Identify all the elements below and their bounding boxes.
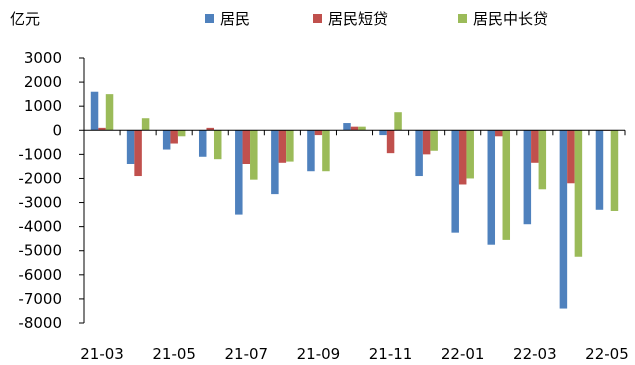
bar-1-22-02 <box>495 130 503 137</box>
y-tick-label: 3000 <box>24 49 62 67</box>
bar-1-21-06 <box>206 127 214 131</box>
bar-0-21-12 <box>415 130 423 177</box>
bar-1-21-05 <box>170 130 178 144</box>
bar-2-22-01 <box>466 130 474 179</box>
bar-1-22-01 <box>458 130 467 185</box>
bar-0-21-06 <box>198 130 207 157</box>
bar-1-21-08 <box>278 130 287 163</box>
y-tick-label: 0 <box>52 121 62 139</box>
bar-1-22-04 <box>567 130 575 184</box>
y-tick-label: 1000 <box>24 97 62 115</box>
legend-label-resident: 居民 <box>220 10 251 28</box>
legend-item-resident: 居民 <box>205 8 250 29</box>
y-tick-label: -1000 <box>18 145 62 163</box>
bar-0-21-10 <box>343 123 351 131</box>
x-tick-label: 21-05 <box>152 345 196 363</box>
bar-1-21-10 <box>350 126 359 131</box>
bar-1-21-09 <box>314 130 323 136</box>
y-tick-label: -7000 <box>18 290 62 308</box>
y-tick-label: -2000 <box>18 169 62 187</box>
y-tick-label: -3000 <box>18 194 62 212</box>
x-tick-label: 21-07 <box>225 345 269 363</box>
legend-item-mid-long-term: 居民中长贷 <box>458 8 548 29</box>
legend-item-short-term: 居民短贷 <box>313 8 388 29</box>
y-unit-label: 亿元 <box>10 10 41 28</box>
x-tick-label: 21-03 <box>80 345 124 363</box>
bar-0-21-04 <box>126 130 135 164</box>
bar-0-22-02 <box>487 130 496 245</box>
bar-0-21-11 <box>379 130 387 136</box>
legend-label-mid-long-term: 居民中长贷 <box>473 10 549 28</box>
y-tick-label: -8000 <box>18 314 62 332</box>
bar-0-21-07 <box>235 130 243 215</box>
y-tick-label: -6000 <box>18 266 62 284</box>
bar-1-21-07 <box>242 130 251 164</box>
legend-swatch-resident <box>205 14 214 23</box>
bar-2-21-08 <box>286 130 294 162</box>
bar-2-22-05 <box>610 130 619 211</box>
bar-1-21-03 <box>98 127 106 131</box>
x-tick-label: 22-01 <box>441 345 485 363</box>
bar-2-21-06 <box>213 130 222 160</box>
bar-0-21-09 <box>307 130 315 172</box>
bar-0-22-04 <box>559 130 568 309</box>
bar-2-21-10 <box>358 126 366 131</box>
bar-2-22-04 <box>574 130 583 257</box>
bar-1-21-04 <box>134 130 142 177</box>
bar-2-21-11 <box>394 112 402 131</box>
bar-2-21-09 <box>322 130 330 172</box>
bar-0-21-05 <box>162 130 171 150</box>
legend-label-short-term: 居民短贷 <box>328 10 389 28</box>
bar-2-21-07 <box>250 130 258 180</box>
bar-0-21-03 <box>90 91 99 131</box>
legend-swatch-mid-long-term <box>458 14 467 23</box>
y-tick-label: -5000 <box>18 242 62 260</box>
bar-2-21-05 <box>177 130 186 137</box>
bar-2-22-02 <box>502 130 511 240</box>
bar-1-21-11 <box>386 130 395 154</box>
bar-2-21-12 <box>430 130 438 151</box>
bar-1-22-03 <box>531 130 539 163</box>
x-tick-label: 21-11 <box>369 345 413 363</box>
y-tick-label: 2000 <box>24 73 62 91</box>
bar-2-21-03 <box>105 94 114 131</box>
bar-1-21-12 <box>422 130 431 155</box>
bar-2-22-03 <box>538 130 547 190</box>
bar-0-22-01 <box>451 130 459 233</box>
bar-0-22-05 <box>595 130 604 210</box>
bar-2-21-04 <box>141 118 150 131</box>
bar-0-21-08 <box>271 130 279 195</box>
x-tick-label: 22-03 <box>513 345 557 363</box>
x-tick-label: 21-09 <box>297 345 341 363</box>
y-tick-label: -4000 <box>18 218 62 236</box>
legend-swatch-short-term <box>313 14 322 23</box>
bar-0-22-03 <box>523 130 532 225</box>
x-tick-label: 22-05 <box>585 345 629 363</box>
